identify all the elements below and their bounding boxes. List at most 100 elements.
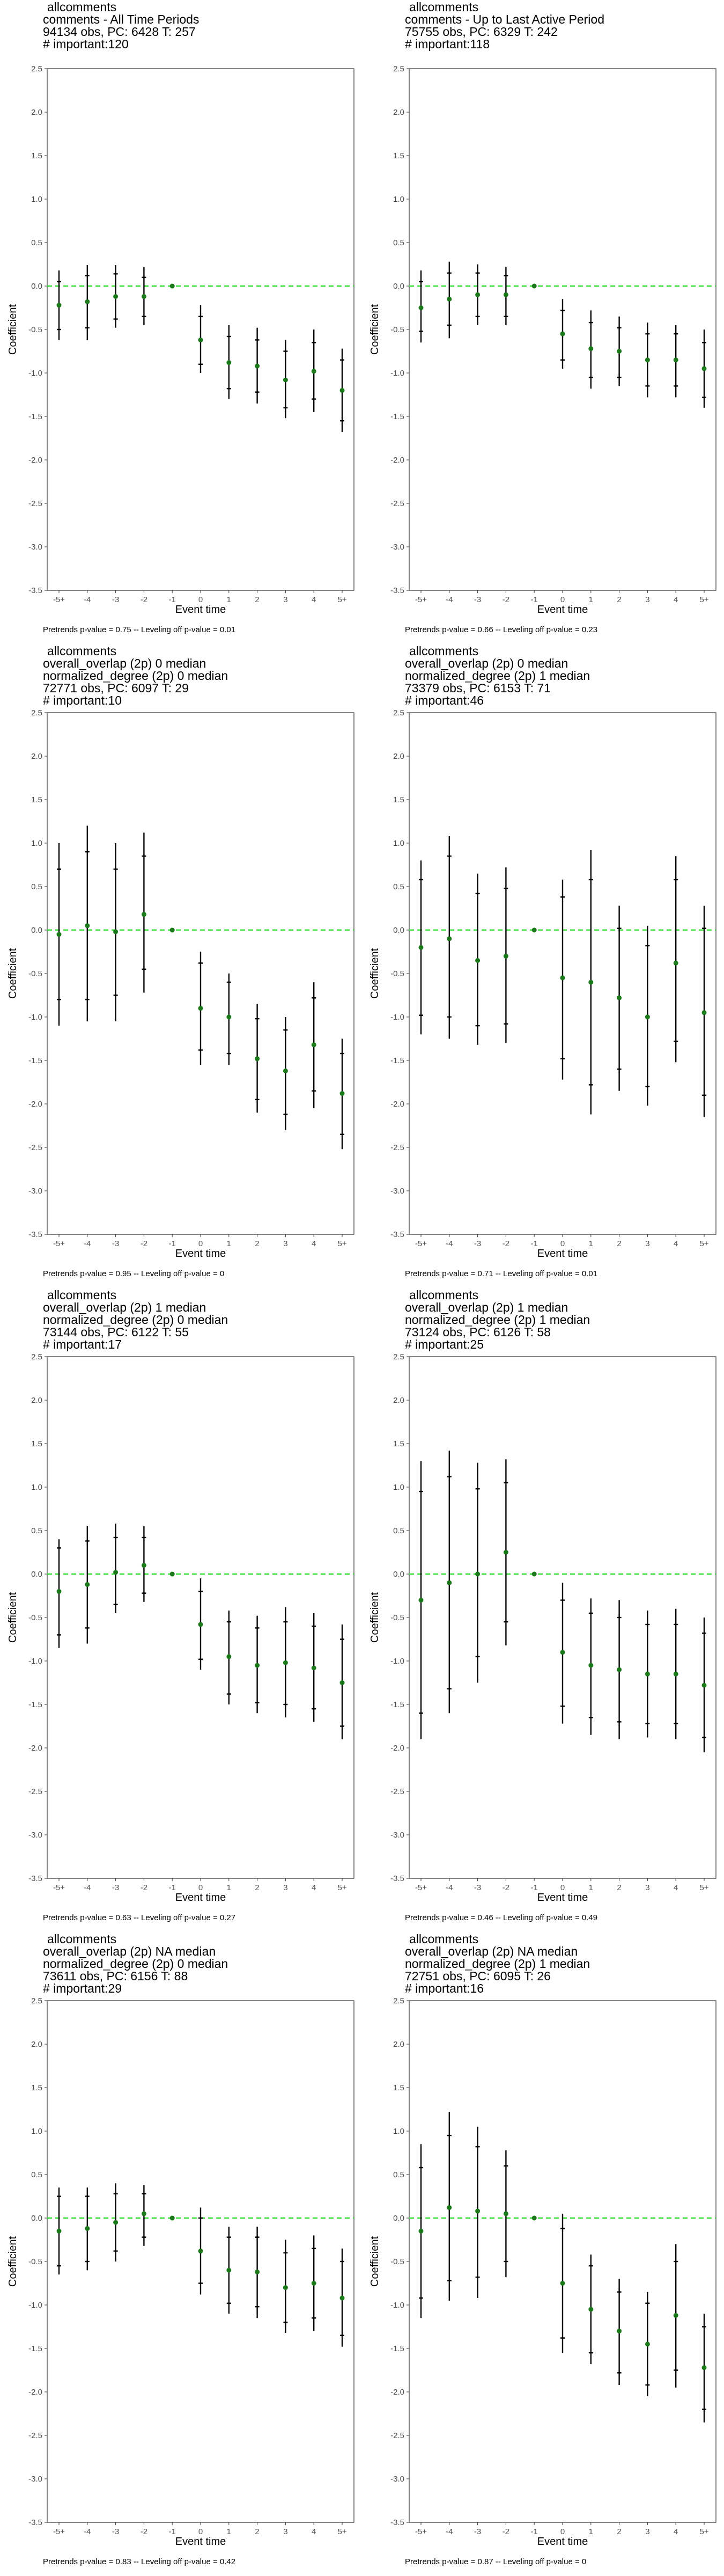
pvalue-footnote: Pretrends p-value = 0.87 -- Leveling off… [405,2557,587,2566]
y-tick-label: 0.5 [31,238,42,247]
x-tick-label: 3 [283,1883,287,1892]
coefficient-point [588,310,594,389]
chart-plot: 2.5 2.0 1.5 1.0 0.5 0.0 -0.5 -1.0 -1.5 -2.0 -2.5 -3… [369,64,716,616]
point-estimate [588,2307,594,2312]
coefficient-point [311,330,316,412]
coefficient-point [283,1017,288,1130]
chart-title: allcomments overall_overlap (2p) 1 median… [405,1289,590,1351]
point-estimate [56,2228,62,2234]
y-tick-label: -1.0 [28,1013,42,1022]
x-tick-label: 0 [198,1239,203,1248]
x-axis-label: Event time [537,2536,588,2548]
x-tick-label: 2 [617,2527,621,2536]
coefficient-point [418,270,424,343]
y-tick-label: 1.0 [393,195,404,204]
x-tick-label: 5+ [337,1883,346,1892]
coefficient-point [311,982,316,1109]
coefficient-point [588,1598,594,1735]
y-axis-label: Coefficient [369,1592,381,1643]
title-line: normalized_degree (2p) 0 median [43,1313,228,1327]
y-tick-label: -0.5 [28,325,42,334]
coefficient-point [339,2248,345,2347]
coefficient-point [503,267,508,325]
y-tick-label: 0.5 [31,1526,42,1535]
y-tick-label: 0.0 [393,2214,404,2223]
point-estimate [311,1042,316,1048]
title-line: # important:17 [43,1337,122,1351]
y-tick-label: -1.5 [28,412,42,421]
y-tick-label: 2.5 [393,64,404,74]
y-tick-label: 1.0 [31,2127,42,2136]
x-tick-label: -1 [531,1883,538,1892]
point-estimate [198,1622,203,1627]
point-estimate [85,2226,90,2231]
x-tick-label: 2 [255,595,259,604]
title-line: overall_overlap (2p) 1 median [405,1300,568,1314]
y-tick-label: -1.5 [28,1056,42,1065]
coefficient-point [283,1607,288,1718]
x-tick-label: -5+ [53,1883,65,1892]
point-estimate [531,2215,537,2221]
point-estimate [226,1654,232,1659]
pvalue-footnote: Pretrends p-value = 0.66 -- Leveling off… [405,625,598,634]
point-estimate [447,1580,452,1585]
coefficient-point [56,2187,62,2275]
point-estimate [418,305,424,310]
point-estimate [560,2281,565,2286]
x-tick-label: 0 [198,595,203,604]
chart-plot: 2.5 2.0 1.5 1.0 0.5 0.0 -0.5 -1.0 -1.5 -2.0 -2.5 -3… [7,1352,354,1904]
point-estimate [169,283,175,289]
x-tick-label: -2 [503,595,509,604]
coefficient-point [645,1611,650,1738]
y-tick-label: 1.5 [31,151,42,160]
point-estimate [673,357,678,363]
coefficient-point [226,325,232,399]
y-tick-label: -3.0 [390,1187,404,1196]
y-tick-label: 1.0 [393,2127,404,2136]
x-tick-label: 5+ [699,595,708,604]
x-tick-label: -4 [84,2527,91,2536]
y-tick-label: 0.0 [393,926,404,935]
title-line: allcomments [409,1932,479,1946]
point-estimate [255,1663,260,1668]
x-tick-label: -2 [503,1883,509,1892]
y-tick-label: 0.5 [31,2170,42,2179]
coefficient-point [226,2227,232,2314]
point-estimate [475,1571,481,1577]
x-tick-label: 2 [617,1883,621,1892]
coefficient-point [255,2227,260,2318]
title-line: comments - Up to Last Active Period [405,12,604,26]
point-estimate [617,1667,622,1672]
point-estimate [475,2208,481,2214]
x-tick-label: 2 [617,595,621,604]
y-tick-label: 0.5 [393,882,404,891]
title-line: allcomments [409,0,479,14]
y-axis-label: Coefficient [7,1592,19,1643]
point-estimate [531,1571,537,1577]
y-tick-label: -3.0 [28,543,42,552]
coefficient-point [339,1624,345,1739]
x-tick-label: -1 [169,2527,176,2536]
coefficient-point [645,323,650,398]
y-tick-label: -3.0 [28,2475,42,2484]
title-line: # important:10 [43,693,122,707]
y-tick-label: 0.0 [31,2214,42,2223]
coefficient-point [701,2314,707,2423]
point-estimate [617,2329,622,2334]
point-estimate [113,294,119,299]
y-tick-label: 0.5 [393,238,404,247]
coefficient-point [85,1526,90,1644]
x-axis-label: Event time [537,604,588,616]
point-estimate [113,929,119,934]
x-axis-label: Event time [537,1248,588,1260]
y-tick-label: -2.0 [28,456,42,465]
title-line: 73144 obs, PC: 6122 T: 55 [43,1325,189,1339]
point-estimate [56,932,62,937]
point-estimate [588,346,594,352]
y-tick-label: 2.0 [393,108,404,117]
coefficient-point [560,299,565,369]
chart-title: allcomments overall_overlap (2p) NA media… [405,1933,590,1995]
pvalue-footnote: Pretrends p-value = 0.83 -- Leveling off… [43,2557,236,2566]
x-tick-label: 2 [255,2527,259,2536]
y-tick-label: 2.0 [393,2040,404,2049]
